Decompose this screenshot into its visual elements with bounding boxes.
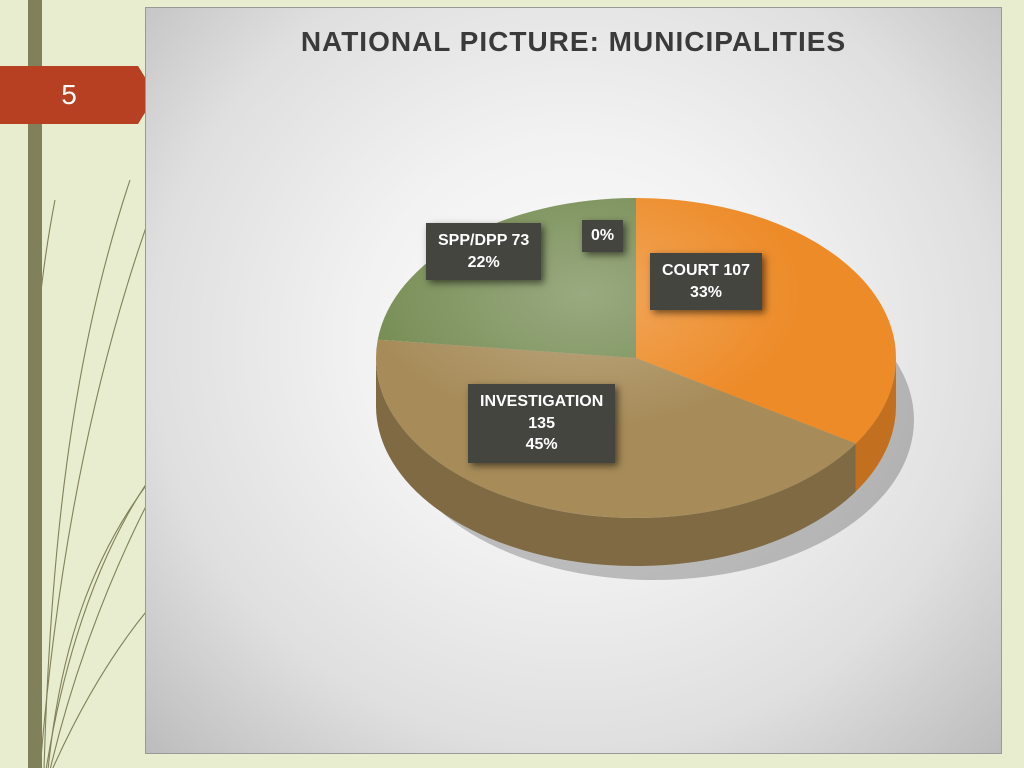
label-court: COURT 107 33% [650,253,762,310]
slide-number: 5 [0,66,138,124]
label-zero: 0% [582,220,623,252]
slide: 5 NATIONAL PICTURE: MUNICIPALITIES SPP/D… [0,0,1024,768]
chart-title: NATIONAL PICTURE: MUNICIPALITIES [146,26,1001,58]
pie-chart: SPP/DPP 73 22% 0% COURT 107 33% INVESTIG… [358,158,914,658]
label-invest: INVESTIGATION 135 45% [468,384,615,463]
slide-number-badge: 5 [0,66,138,124]
chart-card: NATIONAL PICTURE: MUNICIPALITIES SPP/DPP… [145,7,1002,754]
label-spp: SPP/DPP 73 22% [426,223,541,280]
